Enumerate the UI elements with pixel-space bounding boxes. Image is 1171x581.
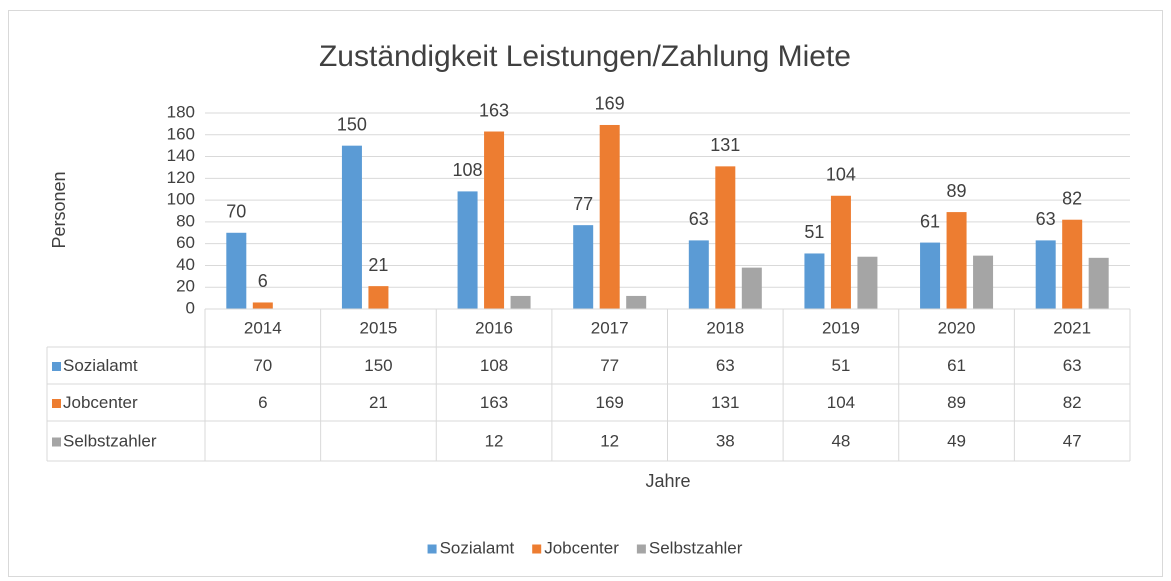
bar xyxy=(1088,257,1109,309)
legend-label: Sozialamt xyxy=(440,538,515,557)
legend-key xyxy=(532,544,542,554)
chart-title: Zuständigkeit Leistungen/Zahlung Miete xyxy=(319,40,851,73)
table-cell: 38 xyxy=(716,431,735,450)
table-cell: 89 xyxy=(947,393,966,412)
x-tick-label: 2018 xyxy=(706,318,744,337)
bar xyxy=(252,302,273,309)
y-tick-label: 40 xyxy=(176,255,195,274)
table-cell: 163 xyxy=(480,393,508,412)
bar xyxy=(920,242,941,309)
y-tick-label: 80 xyxy=(176,211,195,230)
bar xyxy=(510,295,531,309)
table-legend-key xyxy=(52,399,61,408)
y-tick-label: 180 xyxy=(167,102,195,121)
table-legend-key xyxy=(52,437,61,447)
x-tick-label: 2014 xyxy=(244,318,282,337)
y-axis-title: Personen xyxy=(49,171,69,248)
y-tick-label: 100 xyxy=(167,190,195,209)
bar xyxy=(341,145,362,309)
x-tick-label: 2016 xyxy=(475,318,513,337)
table-row-header: Jobcenter xyxy=(63,393,138,412)
bar xyxy=(368,286,389,309)
table-row-header: Sozialamt xyxy=(63,356,138,375)
table-cell: 48 xyxy=(831,431,850,450)
bar xyxy=(830,195,851,309)
x-tick-label: 2017 xyxy=(591,318,629,337)
data-label: 131 xyxy=(710,135,740,155)
table-cell: 12 xyxy=(485,431,504,450)
data-label: 108 xyxy=(453,160,483,180)
table-row-header: Selbstzahler xyxy=(63,431,157,450)
data-label: 6 xyxy=(258,271,268,291)
data-label: 150 xyxy=(337,114,367,134)
y-tick-label: 120 xyxy=(167,168,195,187)
table-cell: 47 xyxy=(1063,431,1082,450)
data-label: 163 xyxy=(479,100,509,120)
x-tick-label: 2019 xyxy=(822,318,860,337)
table-cell: 63 xyxy=(716,356,735,375)
y-tick-label: 140 xyxy=(167,146,195,165)
y-tick-label: 160 xyxy=(167,124,195,143)
data-label: 63 xyxy=(689,209,709,229)
table-legend-key xyxy=(52,362,61,371)
data-label: 51 xyxy=(804,222,824,242)
table-cell: 77 xyxy=(600,356,619,375)
table-cell: 108 xyxy=(480,356,508,375)
bar xyxy=(804,253,825,309)
data-label: 104 xyxy=(826,165,856,185)
bar xyxy=(484,131,505,309)
data-label: 61 xyxy=(920,211,940,231)
data-label: 82 xyxy=(1062,188,1082,208)
table-cell: 63 xyxy=(1063,356,1082,375)
bar xyxy=(973,255,994,309)
data-label: 63 xyxy=(1036,209,1056,229)
table-cell: 12 xyxy=(600,431,619,450)
bar xyxy=(715,166,736,309)
table-cell: 131 xyxy=(711,393,739,412)
bar xyxy=(457,191,478,309)
y-tick-label: 0 xyxy=(186,298,195,317)
bar xyxy=(599,124,620,309)
data-label: 169 xyxy=(595,94,625,114)
x-tick-label: 2015 xyxy=(360,318,398,337)
legend-label: Jobcenter xyxy=(544,538,619,557)
y-tick-label: 60 xyxy=(176,233,195,252)
table-cell: 49 xyxy=(947,431,966,450)
table-cell: 104 xyxy=(827,393,855,412)
data-label: 77 xyxy=(573,194,593,214)
bar xyxy=(741,267,762,309)
bar xyxy=(857,256,878,309)
x-tick-label: 2020 xyxy=(938,318,976,337)
x-axis-title: Jahre xyxy=(645,471,690,491)
legend-key xyxy=(636,544,646,554)
x-tick-label: 2021 xyxy=(1053,318,1091,337)
table-cell: 61 xyxy=(947,356,966,375)
table-cell: 21 xyxy=(369,393,388,412)
bar xyxy=(688,240,709,309)
bar xyxy=(1035,240,1056,309)
legend-label: Selbstzahler xyxy=(649,538,743,557)
bar xyxy=(1062,219,1083,309)
bar xyxy=(573,225,594,309)
legend-key xyxy=(427,544,437,554)
data-label: 89 xyxy=(947,181,967,201)
table-cell: 6 xyxy=(258,393,267,412)
table-cell: 82 xyxy=(1063,393,1082,412)
bar xyxy=(946,212,967,309)
table-cell: 51 xyxy=(831,356,850,375)
table-cell: 70 xyxy=(253,356,272,375)
bar xyxy=(226,232,247,309)
data-label: 70 xyxy=(226,202,246,222)
bar xyxy=(626,295,647,309)
y-tick-label: 20 xyxy=(176,277,195,296)
table-cell: 169 xyxy=(596,393,624,412)
table-cell: 150 xyxy=(364,356,392,375)
data-label: 21 xyxy=(368,255,388,275)
